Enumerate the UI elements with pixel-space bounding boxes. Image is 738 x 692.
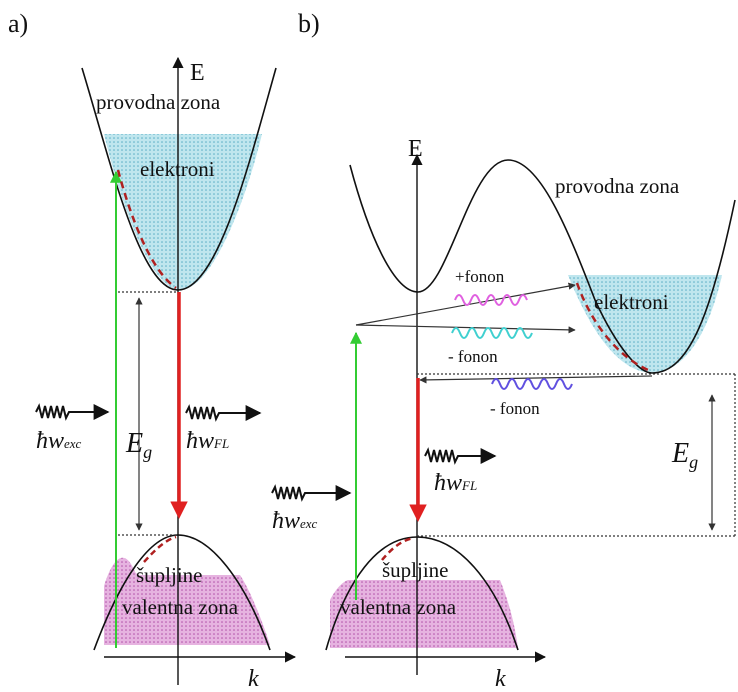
panel-a-valence-band-label: valentna zona (122, 595, 239, 619)
panel-a-hole-relaxation-path (143, 535, 177, 563)
panel-b-phonon-minus-upper-wave (451, 327, 533, 339)
panel-b-excitation-photon-wave (271, 484, 352, 502)
panel-b-electron-relaxation-path (575, 282, 649, 372)
panel-b-conduction-band-curve (349, 159, 736, 374)
panel-b-k-axis-label: k (495, 666, 506, 692)
panel-b-electrons-label: elektroni (594, 290, 669, 314)
panel-b-electron-region (568, 275, 722, 373)
panel-b-phonon-plus-wave (454, 294, 528, 306)
panel-b-valence-band-label: valentna zona (340, 595, 457, 619)
panel-a-electron-region (104, 134, 262, 290)
panel-a-excitation-photon-wave (35, 403, 110, 421)
panel-a-excitation-label: ħwexc (36, 428, 82, 454)
panel-b-return-arrow (419, 375, 653, 384)
panel-a-hole-region (104, 557, 270, 645)
panel-a-holes-label: šupljine (136, 563, 203, 587)
panel-b-gap-label: Eg (671, 438, 698, 472)
panel-b-holes-label: šupljine (382, 558, 449, 582)
panel-b-phonon-minus-2-label: - fonon (490, 399, 540, 418)
panel-a-gap-label: Eg (125, 428, 152, 462)
panel-a-electron-relaxation-path (116, 169, 177, 290)
panel-b-conduction-band-label: provodna zona (555, 174, 680, 198)
panel-a-label: a) (8, 9, 28, 38)
panel-a-e-axis-label: E (190, 60, 205, 86)
panel-b: b) E k provodna zona elektroni šupljine … (271, 9, 736, 692)
panel-b-label: b) (298, 9, 320, 38)
panel-a-k-axis-label: k (248, 666, 259, 692)
panel-b-phonon-minus-1-label: - fonon (448, 347, 498, 366)
panel-a-conduction-band-label: provodna zona (96, 90, 221, 114)
panel-b-excitation-label: ħwexc (272, 508, 318, 534)
panel-a-emission-label: ħwFL (186, 428, 229, 454)
panel-b-phonon-plus-label: +fonon (455, 267, 505, 286)
panel-a: a) E k provodna zona elektroni šupljine … (8, 9, 297, 692)
panel-b-e-axis-label: E (408, 136, 423, 162)
panel-a-electrons-label: elektroni (140, 157, 215, 181)
panel-b-phonon-minus-lower-wave (491, 378, 573, 390)
panel-b-hole-relaxation-path (381, 536, 415, 561)
panel-b-emission-label: ħwFL (434, 470, 477, 496)
panel-b-hole-region (330, 580, 518, 648)
panel-b-emission-photon-wave (424, 447, 497, 465)
panel-b-scatter-arrow-down (355, 324, 576, 334)
panel-a-emission-photon-wave (185, 404, 262, 422)
